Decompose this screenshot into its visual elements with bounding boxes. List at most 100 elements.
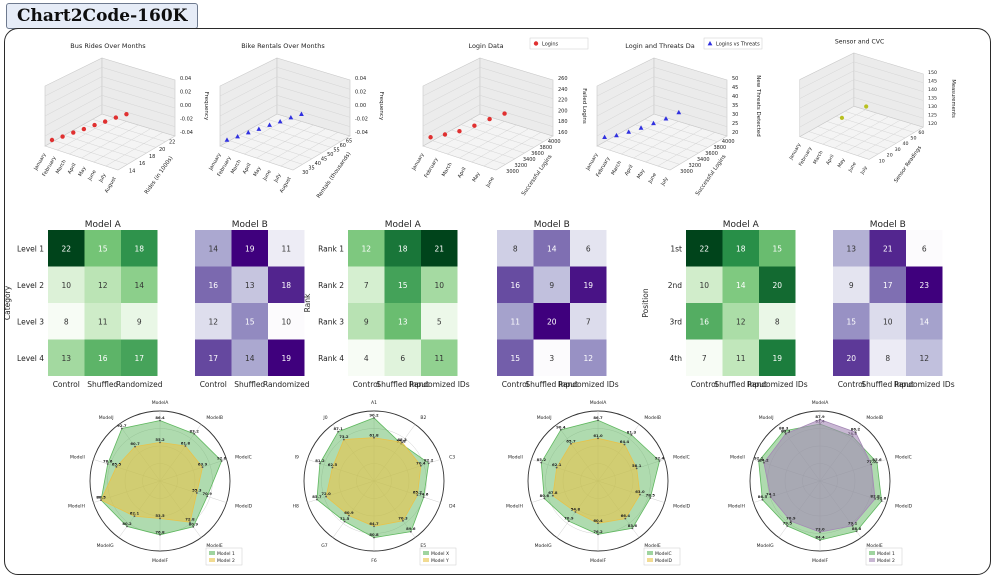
heatmap-value: 17 (134, 354, 144, 363)
chart-3d-bus: Bus Rides Over MonthsJanuaryFebruaryMarc… (33, 42, 209, 195)
radar-point (786, 525, 789, 527)
heatmap-value: 14 (245, 354, 255, 363)
grid-line (479, 76, 554, 99)
z-tick-label: 0.04 (180, 76, 191, 82)
radar-axis-label: I9 (295, 455, 299, 461)
radar-axis-label: ModelJ (537, 415, 552, 421)
radar-axis-label: E5 (420, 543, 426, 549)
radar-value-label: 88.8 (852, 526, 862, 531)
data-point (60, 134, 65, 139)
heatmap-cell (195, 303, 232, 340)
radar-point (343, 520, 346, 523)
radar-point (184, 445, 187, 447)
radar-value-label: 58.1 (632, 463, 642, 468)
radar-point (195, 492, 198, 494)
column-label: Randomized IDs (409, 380, 470, 389)
x-tick-label: June (485, 176, 496, 189)
radar-point (348, 514, 350, 517)
radar-value-label: 65.2 (413, 490, 423, 495)
heatmap-value: 7 (702, 354, 707, 363)
heatmap-cell (570, 266, 607, 303)
grid-line (44, 85, 103, 117)
x-tick-label: May (77, 166, 87, 178)
radar-value-label: 60.9 (344, 510, 354, 515)
grid-line (853, 70, 924, 92)
heatmap-cell (84, 339, 121, 376)
y-tick-label: 3400 (697, 157, 710, 163)
radar-point (342, 438, 345, 441)
grid-line (799, 88, 855, 118)
heatmap-cell (421, 339, 458, 376)
heatmap-hm1b: Model B 14 19 11 16 13 18 12 15 10 17 14 19 Control Sh… (195, 220, 310, 389)
heatmap-cell (84, 230, 121, 267)
y-tick-label: 40 (315, 161, 321, 167)
radar-value-label: 88.3 (779, 425, 789, 430)
heatmap-value: 22 (699, 244, 709, 253)
grid-line (219, 67, 278, 97)
radar-point (189, 521, 191, 524)
radar-point (784, 432, 787, 435)
radar-axis-label: ModelG (757, 543, 775, 549)
x-tick-label: June (647, 172, 658, 185)
data-point (224, 137, 230, 142)
radar-value-label: 53.5 (155, 513, 165, 518)
data-point (502, 111, 507, 116)
heatmap-value: 12 (98, 281, 108, 290)
heatmap-value: 11 (510, 317, 520, 326)
radar-point (789, 520, 792, 523)
radar-point (337, 430, 340, 433)
heatmap-title: Model A (85, 220, 122, 230)
heatmap-cell (268, 230, 305, 267)
radar-value-label: 87.9 (815, 414, 825, 419)
heatmap-hm2b: Model B 8 14 6 16 9 19 11 20 7 15 3 12 ControlShuffle… (497, 220, 619, 389)
heatmap-value: 9 (137, 317, 142, 326)
heatmap-value: 13 (245, 281, 255, 290)
radar-radar4: ModelA ModelB ModelC ModelD ModelE ModelF Mode… (728, 400, 913, 566)
radar-point (193, 432, 196, 435)
heatmap-cell (121, 266, 158, 303)
column-label: Shuffled (87, 380, 118, 389)
radar-point (555, 466, 558, 469)
data-point (235, 133, 240, 139)
heatmap-value: 14 (736, 281, 746, 290)
grid-line (101, 67, 176, 90)
radar-axis-label: ModelD (895, 503, 913, 509)
radar-value-label: 73.2 (339, 434, 349, 439)
heatmap-value: 16 (699, 317, 709, 326)
heatmap-value: 19 (281, 354, 291, 363)
z-tick-label: 35 (732, 103, 738, 109)
grid-line (653, 104, 728, 127)
heatmap-cell (231, 303, 268, 340)
x-tick-label: July (98, 173, 108, 185)
radar-point (409, 530, 412, 533)
radar-axis-label: D4 (449, 503, 455, 509)
column-label: Randomized (116, 380, 163, 389)
x-tick-label: March (610, 160, 623, 176)
heatmap-value: 6 (586, 244, 591, 253)
heatmap-value: 17 (208, 354, 218, 363)
data-point (442, 132, 448, 137)
z-tick-label: -0.02 (355, 117, 368, 123)
radar-point (597, 522, 599, 525)
radar-axis-label: ModelH (728, 503, 745, 509)
y-axis-label: Rides (in 1000s) (144, 155, 175, 195)
z-tick-label: 45 (732, 85, 738, 91)
heatmap-cell (686, 266, 723, 303)
heatmap-ylabel: Category (3, 285, 12, 320)
heatmap-value: 16 (510, 281, 520, 290)
heatmap-cell (869, 230, 906, 267)
heatmap-cell (268, 303, 305, 340)
radar-value-label: 70.9 (203, 491, 213, 496)
radar-axis-label: ModelE (644, 543, 661, 549)
y-tick-label: 10 (879, 158, 885, 164)
radar-point (851, 524, 854, 527)
radar-point (819, 531, 821, 533)
column-label: Shuffled Input (525, 380, 578, 389)
heatmap-cell (869, 266, 906, 303)
heatmap-value: 5 (437, 317, 442, 326)
radar-point (373, 416, 375, 419)
radar-axis-label: ModelJ (99, 415, 114, 421)
heatmap-cell (686, 339, 723, 376)
